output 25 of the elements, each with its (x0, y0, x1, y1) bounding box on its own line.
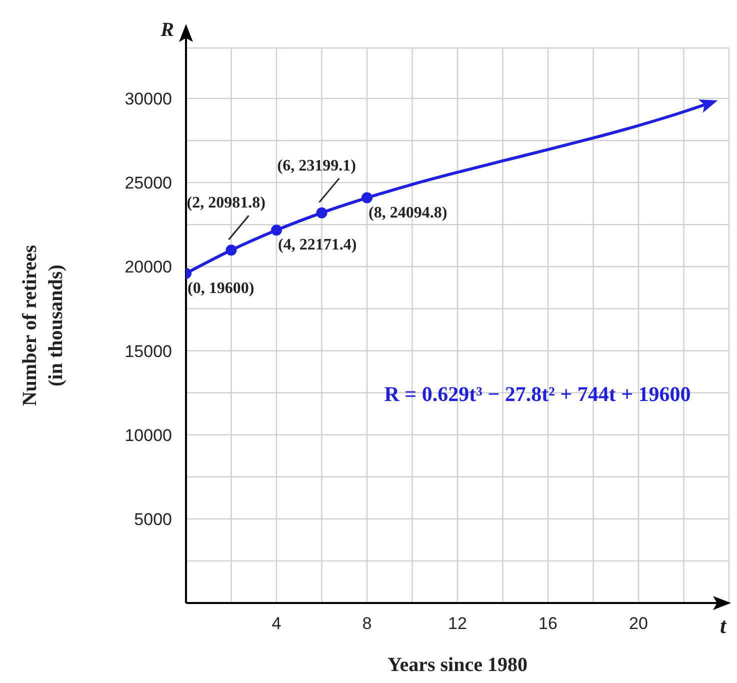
data-label: (6, 23199.1) (277, 157, 356, 174)
point (226, 244, 237, 256)
x-tick-label: 4 (272, 614, 282, 634)
y-tick-label: 10000 (124, 426, 172, 445)
point (316, 207, 328, 218)
y-tick-label: 30000 (124, 89, 172, 108)
y-tick-label: 15000 (124, 342, 172, 361)
x-tick-label: 16 (538, 614, 558, 634)
y-tick-label: 25000 (124, 174, 172, 193)
point (271, 224, 282, 236)
x-tick-label: 12 (448, 614, 467, 634)
y-axis-title: Number of retirees (in thousands) (19, 244, 67, 406)
data-label: (0, 19600) (187, 280, 254, 297)
text: R (160, 19, 174, 41)
data-label: (2, 20981.8) (186, 194, 266, 212)
data-label: (4, 22171.4) (278, 236, 357, 254)
point (362, 192, 372, 204)
x-axis-title: Years since 1980 (388, 654, 528, 676)
y-tick-label: 20000 (124, 258, 172, 277)
annotation: R = 0.629t³ − 27.8t² + 744t + 19600 (384, 382, 691, 406)
data-label: (8, 24094.8) (368, 204, 448, 222)
text: t (720, 613, 727, 638)
x-tick-label: 20 (629, 614, 648, 634)
x-tick-label: 8 (362, 614, 372, 634)
y-tick-label: 5000 (134, 510, 172, 529)
